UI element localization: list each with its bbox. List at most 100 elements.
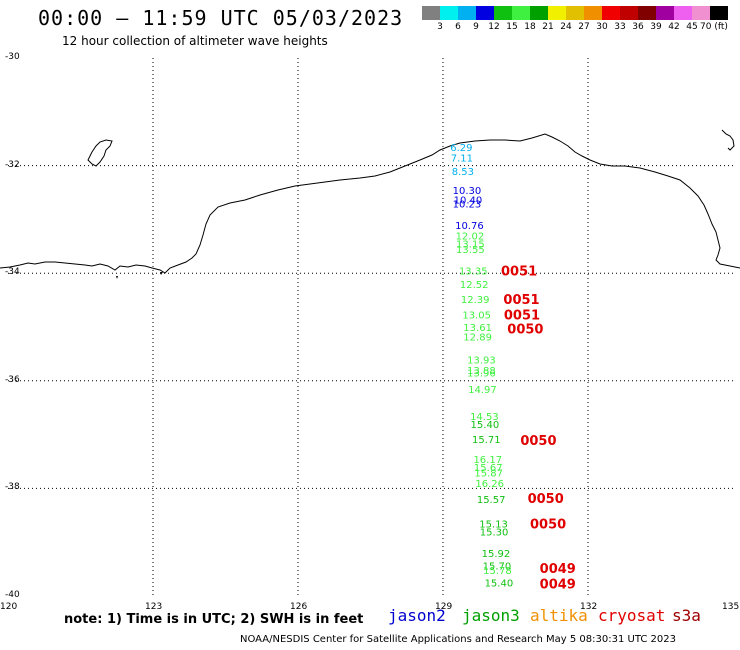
swh-value: 13.61 xyxy=(463,323,492,334)
color-scale-label: 27 xyxy=(578,22,590,32)
color-swatch xyxy=(602,6,620,20)
swh-value: 15.30 xyxy=(480,527,509,538)
swh-value: 15.92 xyxy=(482,549,511,560)
coast-dot-2 xyxy=(160,272,163,275)
color-scale-label: 39 xyxy=(650,22,662,32)
swh-value: 12.52 xyxy=(460,280,489,291)
swh-value: 6.29 xyxy=(450,143,472,154)
color-scale-label: 6 xyxy=(455,22,461,32)
color-swatch xyxy=(494,6,512,20)
color-scale-label: 21 xyxy=(542,22,554,32)
kangaroo-island xyxy=(87,139,113,167)
color-scale-label: 45 xyxy=(686,22,698,32)
satellite-legend-s3a: s3a xyxy=(672,606,701,625)
swh-value: 10.40 xyxy=(454,195,483,206)
swh-value: 14.97 xyxy=(468,385,497,396)
lon-label: 132 xyxy=(580,602,598,612)
color-swatch xyxy=(548,6,566,20)
color-scale-bar xyxy=(422,6,728,20)
color-swatch xyxy=(710,6,728,20)
pass-time-label: 0050 xyxy=(528,492,564,507)
satellite-legend-cryosat: cryosat xyxy=(598,606,666,625)
swh-value: 15.40 xyxy=(485,579,514,590)
color-swatch xyxy=(656,6,674,20)
color-scale-label: 9 xyxy=(473,22,479,32)
color-scale-label: 15 xyxy=(506,22,518,32)
color-scale-label: 42 xyxy=(668,22,680,32)
swh-value: 8.53 xyxy=(452,167,474,178)
satellite-legend-jason2: jason2 xyxy=(388,606,446,625)
color-swatch xyxy=(440,6,458,20)
color-scale-labels: 3 6 9 12 15 18 21 24 27 30 33 36 39 42 45 70 (ft) xyxy=(422,22,740,34)
pass-time-label: 0050 xyxy=(507,323,543,338)
note-text: note: 1) Time is in UTC; 2) SWH is in fe… xyxy=(64,612,364,627)
swh-value: 15.40 xyxy=(471,420,500,431)
pass-time-label: 0051 xyxy=(503,293,539,308)
color-swatch xyxy=(566,6,584,20)
swh-value: 15.78 xyxy=(483,566,512,577)
color-swatch xyxy=(530,6,548,20)
swh-value: 13.15 xyxy=(456,240,485,251)
swh-value: 13.35 xyxy=(459,267,488,278)
pass-time-label: 0050 xyxy=(520,434,556,449)
lon-label: 135 xyxy=(722,602,740,612)
color-scale-label: 33 xyxy=(614,22,626,32)
color-scale-label: 12 xyxy=(488,22,500,32)
color-scale-label: 3 xyxy=(437,22,443,32)
color-swatch xyxy=(692,6,710,20)
swh-value: 15.13 xyxy=(479,519,508,530)
pass-time-label: 0051 xyxy=(504,309,540,324)
wave-observations: 6.297.118.5310.3010.4010.2310.7612.0213.… xyxy=(450,143,513,590)
swh-value: 12.39 xyxy=(461,295,490,306)
swh-value: 13.05 xyxy=(462,311,491,322)
pass-time-label: 0049 xyxy=(540,562,576,577)
pass-time-label: 0050 xyxy=(530,517,566,532)
swh-value: 12.02 xyxy=(456,232,485,243)
map-subtitle: 12 hour collection of altimeter wave hei… xyxy=(62,34,328,48)
swh-value: 15.70 xyxy=(483,561,512,572)
swh-value: 16.26 xyxy=(475,479,504,490)
yorke-peninsula-fragment xyxy=(721,129,735,151)
swh-value: 13.93 xyxy=(467,355,496,366)
lon-label: 129 xyxy=(435,602,453,612)
pass-time-label: 0051 xyxy=(501,265,537,280)
swh-value: 10.30 xyxy=(453,186,482,197)
lon-label: 126 xyxy=(290,602,308,612)
swh-value: 13.88 xyxy=(467,366,496,377)
lon-label: 123 xyxy=(145,602,163,612)
swh-value: 15.71 xyxy=(472,435,501,446)
swh-value: 14.53 xyxy=(470,412,499,423)
lat-label: -38 xyxy=(5,482,20,493)
color-swatch xyxy=(638,6,656,20)
satellite-legend-altika: altika xyxy=(530,606,588,625)
swh-value: 13.55 xyxy=(456,245,485,256)
lat-label: -40 xyxy=(5,590,20,600)
swh-value: 12.89 xyxy=(463,333,492,344)
color-scale-label: 30 xyxy=(596,22,608,32)
color-scale-label: 70 (ft) xyxy=(700,22,728,32)
swh-value: 15.67 xyxy=(474,463,503,474)
satellite-legend-jason3: jason3 xyxy=(462,606,520,625)
color-scale-label: 18 xyxy=(524,22,536,32)
lat-label: -34 xyxy=(5,267,20,278)
swh-value: 15.87 xyxy=(474,468,503,479)
color-swatch xyxy=(458,6,476,20)
coast-dot-1 xyxy=(116,276,118,279)
pass-time-label: 0049 xyxy=(540,578,576,593)
color-scale-label: 24 xyxy=(560,22,572,32)
color-swatch xyxy=(584,6,602,20)
color-swatch xyxy=(476,6,494,20)
swh-value: 10.76 xyxy=(455,221,484,232)
color-swatch xyxy=(620,6,638,20)
swh-value: 7.11 xyxy=(451,154,473,165)
footer-credit: NOAA/NESDIS Center for Satellite Applica… xyxy=(240,634,676,645)
lat-label: -36 xyxy=(5,374,20,385)
swh-value: 15.57 xyxy=(477,495,506,506)
lat-label: -32 xyxy=(5,159,20,170)
swh-value: 10.23 xyxy=(453,199,482,210)
color-swatch xyxy=(512,6,530,20)
coastline xyxy=(0,133,740,274)
swh-value: 13.96 xyxy=(467,369,496,380)
